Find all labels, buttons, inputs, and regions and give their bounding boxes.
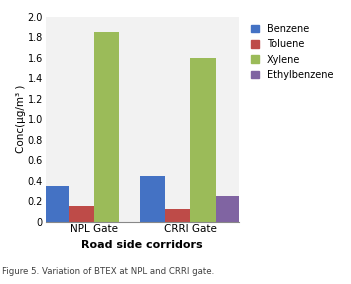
Y-axis label: Conc(μg/m³ ): Conc(μg/m³ )	[16, 85, 26, 153]
Bar	[140, 176, 165, 222]
Bar	[44, 186, 69, 222]
X-axis label: Road side corridors: Road side corridors	[81, 240, 203, 250]
Legend: Benzene, Toluene, Xylene, Ethylbenzene: Benzene, Toluene, Xylene, Ethylbenzene	[249, 22, 335, 82]
Bar	[94, 32, 119, 222]
Bar	[191, 58, 216, 222]
Bar	[69, 206, 94, 222]
Bar	[165, 209, 191, 222]
Text: Figure 5. Variation of BTEX at NPL and CRRI gate.: Figure 5. Variation of BTEX at NPL and C…	[2, 268, 214, 276]
Bar	[216, 196, 241, 222]
